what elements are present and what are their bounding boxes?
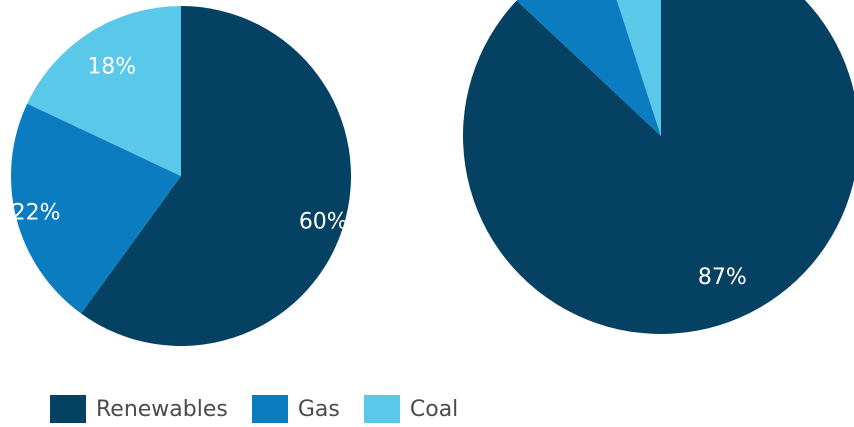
legend-label-coal: Coal (409, 396, 459, 422)
pie-1-label-renewables: 87% (698, 265, 747, 290)
pie-1-slice-coal (616, 0, 661, 136)
legend-item-coal: Coal (363, 395, 459, 423)
pie-1-slice-renewables (463, 0, 854, 334)
pie-0-label-renewables: 60% (299, 210, 348, 235)
legend-label-renewables: Renewables (96, 396, 228, 422)
pie-chart-right: 87%8% (463, 0, 854, 334)
pie-0-label-gas: 22% (12, 201, 61, 226)
legend-item-gas: Gas (251, 395, 340, 423)
legend-label-gas: Gas (297, 396, 340, 422)
pie-0-slice-gas (10, 103, 182, 314)
legend-swatch-renewables (50, 395, 86, 423)
legend: Renewables Gas Coal (50, 391, 482, 427)
pie-1-slice-gas (516, 0, 661, 136)
pie-chart-left: 60% 22% 18% (10, 6, 351, 346)
legend-swatch-coal (363, 395, 400, 423)
pie-0-label-coal: 18% (87, 54, 136, 79)
legend-swatch-gas (251, 395, 288, 423)
pie-0-slice-renewables (81, 6, 351, 346)
pie-0-slice-coal (27, 6, 182, 176)
legend-item-renewables: Renewables (50, 395, 228, 423)
